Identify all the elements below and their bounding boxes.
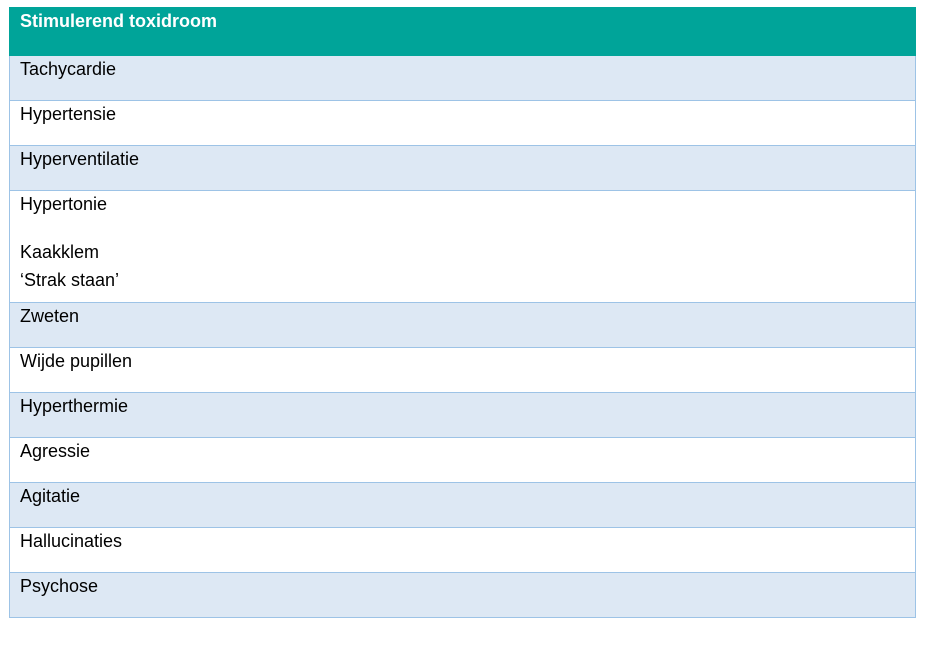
table-cell: Zweten: [9, 302, 916, 348]
table-row: Zweten: [9, 302, 916, 348]
table-row: Wijde pupillen: [9, 347, 916, 393]
cell-text: Kaakklem: [20, 242, 100, 262]
table-row: Agressie: [9, 437, 916, 483]
table-row: Hallucinaties: [9, 527, 916, 573]
table-cell: Hypertensie: [9, 100, 916, 146]
table-row: Hyperventilatie: [9, 145, 916, 191]
table-cell: Hyperthermie: [9, 392, 916, 438]
table-header-row: Stimulerend toxidroom: [9, 7, 916, 56]
cell-text: Hallucinaties: [20, 531, 123, 551]
table-row: Psychose: [9, 572, 916, 618]
cell-text: Psychose: [20, 576, 99, 596]
cell-text: Tachycardie: [20, 59, 117, 79]
cell-text: Hypertensie: [20, 104, 117, 124]
cell-text: Agitatie: [20, 486, 81, 506]
table-row: Tachycardie: [9, 55, 916, 101]
table-row: Hypertonie Kaakklem ‘Strak staan’: [9, 190, 916, 303]
table-cell: Hypertonie Kaakklem ‘Strak staan’: [9, 190, 916, 303]
table-cell: Agressie: [9, 437, 916, 483]
table-cell: Hyperventilatie: [9, 145, 916, 191]
cell-text: Hypertonie: [20, 194, 108, 214]
table-row: Hyperthermie: [9, 392, 916, 438]
cell-text: Agressie: [20, 441, 91, 461]
cell-text: Wijde pupillen: [20, 351, 133, 371]
cell-text: Zweten: [20, 306, 80, 326]
table-row: Agitatie: [9, 482, 916, 528]
cell-text: ‘Strak staan’: [20, 270, 120, 290]
table-cell: Tachycardie: [9, 55, 916, 101]
table-cell: Hallucinaties: [9, 527, 916, 573]
cell-text: Hyperventilatie: [20, 149, 140, 169]
table-cell: Agitatie: [9, 482, 916, 528]
cell-text: Hyperthermie: [20, 396, 129, 416]
table-cell: Wijde pupillen: [9, 347, 916, 393]
table-header: Stimulerend toxidroom: [9, 7, 916, 56]
toxidrome-table: Stimulerend toxidroom Tachycardie Hyperte…: [9, 7, 916, 618]
table-row: Hypertensie: [9, 100, 916, 146]
table-cell: Psychose: [9, 572, 916, 618]
